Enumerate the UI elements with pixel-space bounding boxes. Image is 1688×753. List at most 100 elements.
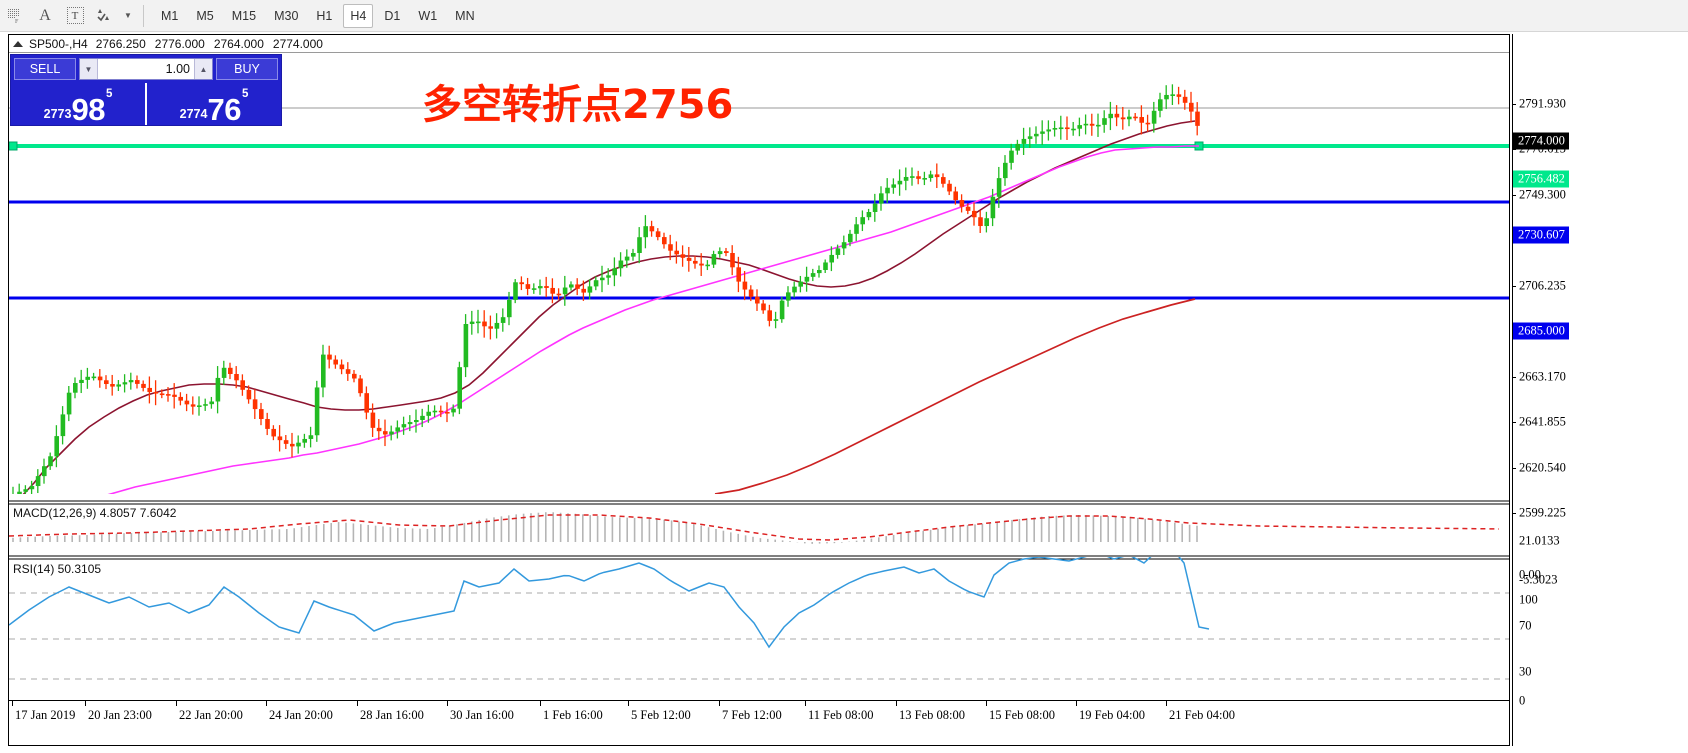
- timeframe-m15[interactable]: M15: [231, 8, 257, 23]
- candle-body: [631, 253, 636, 257]
- macd-axis-label: 21.0133: [1519, 533, 1560, 548]
- candle-body: [122, 382, 128, 385]
- candle-body: [265, 419, 270, 429]
- candle-body: [35, 476, 41, 487]
- volume-value[interactable]: 1.00: [165, 62, 190, 76]
- sell-button[interactable]: SELL: [14, 58, 76, 80]
- timeframe-mn[interactable]: MN: [455, 8, 475, 23]
- time-tick-label: 5 Feb 12:00: [631, 708, 691, 722]
- buy-price[interactable]: 2774 76 5: [145, 83, 281, 125]
- price-axis[interactable]: 2791.9302770.6152749.3002727.9902706.235…: [1512, 34, 1688, 746]
- candle-body: [612, 268, 617, 276]
- candle-body: [680, 254, 686, 258]
- candle-body: [804, 276, 810, 282]
- candle-body: [767, 310, 772, 321]
- one-click-trading-panel[interactable]: SELL ▼ 1.00 ▲ BUY 2773 98 5 2774 76 5: [10, 54, 282, 126]
- candle-body: [984, 218, 989, 227]
- candle-body: [1182, 96, 1188, 103]
- price-tick: [1512, 286, 1516, 287]
- crosshair-grid-icon[interactable]: F: [0, 1, 30, 31]
- candle-body: [972, 210, 977, 218]
- collapse-triangle-icon[interactable]: [13, 40, 23, 47]
- candle-body: [928, 174, 934, 179]
- candle-body: [97, 376, 103, 381]
- macd-axis-label: 0.00: [1519, 567, 1541, 582]
- rsi-axis-label: 70: [1519, 618, 1532, 633]
- candle-body: [234, 374, 239, 381]
- candle-body: [910, 176, 915, 178]
- price-label-box[interactable]: 2756.482: [1513, 170, 1569, 188]
- candle-body: [358, 378, 363, 394]
- ma-long-line: [714, 298, 1196, 494]
- candle-body: [996, 178, 1002, 197]
- timeframe-h1[interactable]: H1: [316, 8, 333, 23]
- time-tick: [357, 701, 358, 706]
- timeframe-m5[interactable]: M5: [196, 8, 214, 23]
- objects-icon[interactable]: [90, 1, 120, 31]
- symbol-name: SP500-,H4: [29, 36, 88, 51]
- candle-body: [482, 321, 487, 327]
- candle-body: [494, 322, 500, 329]
- candle-body: [575, 284, 580, 289]
- time-tick: [540, 701, 541, 706]
- candle-body: [290, 443, 295, 447]
- ohlc-value-0: 2766.250: [95, 36, 146, 51]
- price-label-box[interactable]: 2730.607: [1513, 226, 1569, 244]
- candle-body: [463, 324, 469, 368]
- candle-body: [203, 404, 208, 406]
- candle-body: [141, 383, 146, 388]
- ma-slow-line: [107, 145, 1199, 494]
- price-tick: [1512, 468, 1516, 469]
- candle-body: [1083, 123, 1089, 126]
- time-tick-label: 13 Feb 08:00: [899, 708, 965, 722]
- candle-body: [792, 286, 797, 293]
- candle-body: [445, 411, 450, 414]
- timeframe-m1[interactable]: M1: [161, 8, 179, 23]
- candle-body: [755, 296, 760, 304]
- price-label-box[interactable]: 2774.000: [1513, 132, 1569, 150]
- candle-body: [507, 299, 512, 318]
- time-tick-label: 24 Jan 20:00: [269, 708, 333, 722]
- text-label-icon[interactable]: A: [39, 6, 51, 24]
- candle-body: [54, 436, 59, 457]
- candle-body: [1170, 94, 1175, 96]
- candle-body: [761, 303, 766, 311]
- time-tick: [266, 701, 267, 706]
- volume-decrease-icon[interactable]: ▼: [80, 59, 98, 79]
- timeframe-h4[interactable]: H4: [343, 3, 374, 28]
- candle-body: [693, 260, 698, 264]
- volume-increase-icon[interactable]: ▲: [194, 59, 212, 79]
- candle-body: [965, 206, 971, 211]
- buy-price-main: 76: [207, 91, 241, 127]
- candle-body: [519, 282, 524, 285]
- candle-body: [60, 414, 66, 437]
- chart-panel[interactable]: SP500-,H4 2766.250 2776.000 2764.000 2774.0…: [8, 34, 1510, 746]
- candle-body: [736, 267, 741, 282]
- candle-body: [327, 354, 332, 360]
- time-axis[interactable]: 17 Jan 2019 20 Jan 23:00 22 Jan 20:00 24 Ja…: [8, 700, 1510, 752]
- candle-body: [159, 393, 165, 396]
- rsi-line: [9, 557, 1210, 649]
- candle-body: [184, 400, 190, 405]
- volume-stepper[interactable]: ▼ 1.00 ▲: [79, 58, 213, 80]
- candle-body: [345, 369, 351, 374]
- candle-body: [128, 380, 134, 383]
- objects-dropdown-icon[interactable]: ▼: [124, 11, 132, 20]
- time-tick-label: 7 Feb 12:00: [722, 708, 782, 722]
- buy-button[interactable]: BUY: [216, 58, 278, 80]
- candle-body: [91, 376, 97, 379]
- timeframe-d1[interactable]: D1: [384, 8, 401, 23]
- candle-body: [395, 427, 400, 432]
- macd-signal-line: [9, 514, 1500, 541]
- text-box-icon[interactable]: T: [60, 1, 90, 31]
- price-tick: [1512, 104, 1516, 105]
- candle-body: [525, 284, 531, 289]
- timeframe-w1[interactable]: W1: [418, 8, 438, 23]
- candle-body: [513, 282, 518, 300]
- candle-body: [810, 273, 816, 277]
- time-tick-label: 17 Jan 2019: [15, 708, 76, 722]
- candle-body: [798, 281, 803, 287]
- sell-price[interactable]: 2773 98 5: [11, 83, 145, 125]
- price-label-box[interactable]: 2685.000: [1513, 322, 1569, 340]
- timeframe-m30[interactable]: M30: [274, 8, 299, 23]
